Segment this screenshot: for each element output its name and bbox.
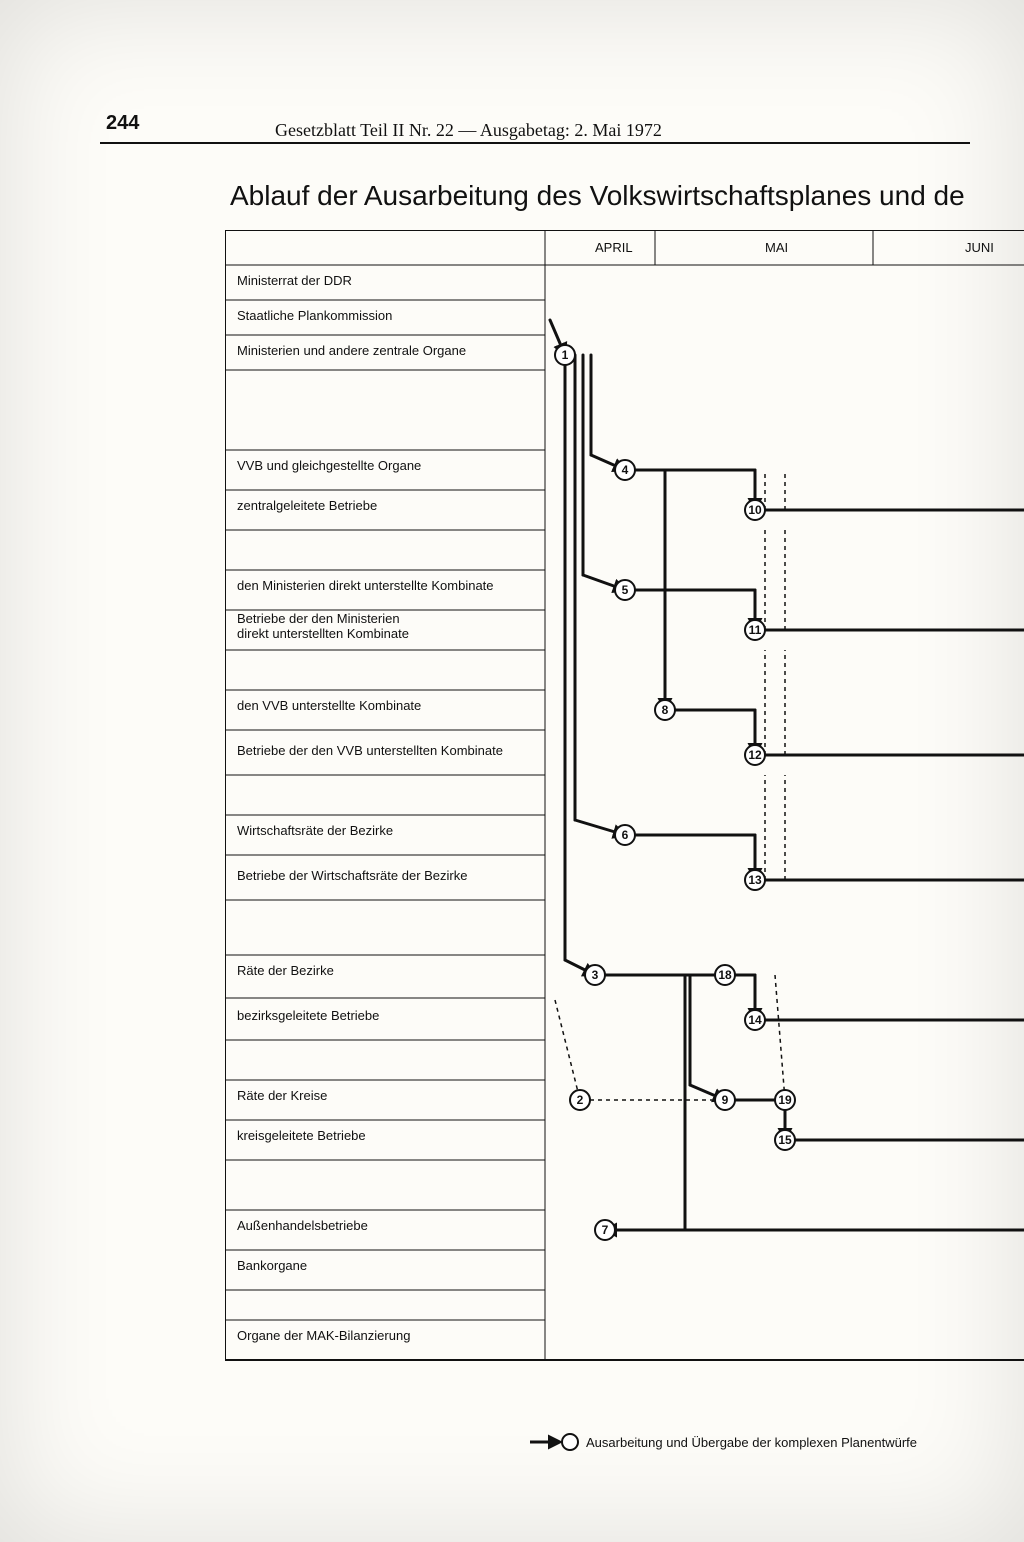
page: 244 Gesetzblatt Teil II Nr. 22 — Ausgabe… xyxy=(0,0,1024,1542)
flow-diagram: 1410511812613318142919157 Ministerrat de… xyxy=(225,230,1024,1370)
row-label: kreisgeleitete Betriebe xyxy=(237,1128,366,1143)
flow-node-label: 12 xyxy=(748,748,762,762)
row-label: Wirtschaftsräte der Bezirke xyxy=(237,823,393,838)
row-label: VVB und gleichgestellte Organe xyxy=(237,458,421,473)
flow-node-label: 18 xyxy=(718,968,732,982)
legend-text: Ausarbeitung und Übergabe der komplexen … xyxy=(586,1435,917,1450)
row-label: Ministerrat der DDR xyxy=(237,273,352,288)
flow-edge-dashed xyxy=(555,1000,580,1100)
flow-edge-dashed xyxy=(775,975,785,1100)
flow-node-label: 14 xyxy=(748,1013,762,1027)
flow-node-label: 3 xyxy=(592,968,599,982)
page-number: 244 xyxy=(106,112,139,135)
row-label: Außenhandelsbetriebe xyxy=(237,1218,368,1233)
row-label: Räte der Kreise xyxy=(237,1088,327,1103)
row-label: Organe der MAK-Bilanzierung xyxy=(237,1328,410,1343)
flow-node-label: 4 xyxy=(622,463,629,477)
month-label: JUNI xyxy=(965,240,994,255)
flow-node-label: 19 xyxy=(778,1093,792,1107)
flow-node-label: 8 xyxy=(662,703,669,717)
flow-node-label: 6 xyxy=(622,828,629,842)
flow-node-label: 11 xyxy=(749,623,762,637)
row-label: den VVB unterstellte Kombinate xyxy=(237,698,421,713)
row-label: Räte der Bezirke xyxy=(237,963,334,978)
row-label: den Ministerien direkt unterstellte Komb… xyxy=(237,578,494,593)
flow-node-label: 1 xyxy=(562,348,569,362)
month-label: APRIL xyxy=(595,240,633,255)
row-label: Ministerien und andere zentrale Organe xyxy=(237,343,466,358)
flow-node-label: 2 xyxy=(577,1093,584,1107)
row-label: bezirksgeleitete Betriebe xyxy=(237,1008,379,1023)
flow-node-label: 7 xyxy=(602,1223,609,1237)
row-label: zentralgeleitete Betriebe xyxy=(237,498,377,513)
legend-symbol xyxy=(530,1432,580,1452)
header-rule xyxy=(100,142,970,144)
flow-node-label: 13 xyxy=(748,873,762,887)
header-text: Gesetzblatt Teil II Nr. 22 — Ausgabetag:… xyxy=(275,120,662,141)
flow-node-label: 9 xyxy=(722,1093,729,1107)
flow-node-label: 15 xyxy=(778,1133,792,1147)
row-label: direkt unterstellten Kombinate xyxy=(237,626,409,641)
row-label: Betriebe der den VVB unterstellten Kombi… xyxy=(237,743,503,758)
month-label: MAI xyxy=(765,240,788,255)
diagram-title: Ablauf der Ausarbeitung des Volkswirtsch… xyxy=(230,180,965,212)
row-label: Bankorgane xyxy=(237,1258,307,1273)
row-label: Staatliche Plankommission xyxy=(237,308,392,323)
row-label: Betriebe der den Ministerien xyxy=(237,611,400,626)
flow-node-label: 10 xyxy=(748,503,762,517)
flow-node-label: 5 xyxy=(622,583,629,597)
legend: Ausarbeitung und Übergabe der komplexen … xyxy=(530,1432,917,1452)
row-label: Betriebe der Wirtschaftsräte der Bezirke xyxy=(237,868,467,883)
